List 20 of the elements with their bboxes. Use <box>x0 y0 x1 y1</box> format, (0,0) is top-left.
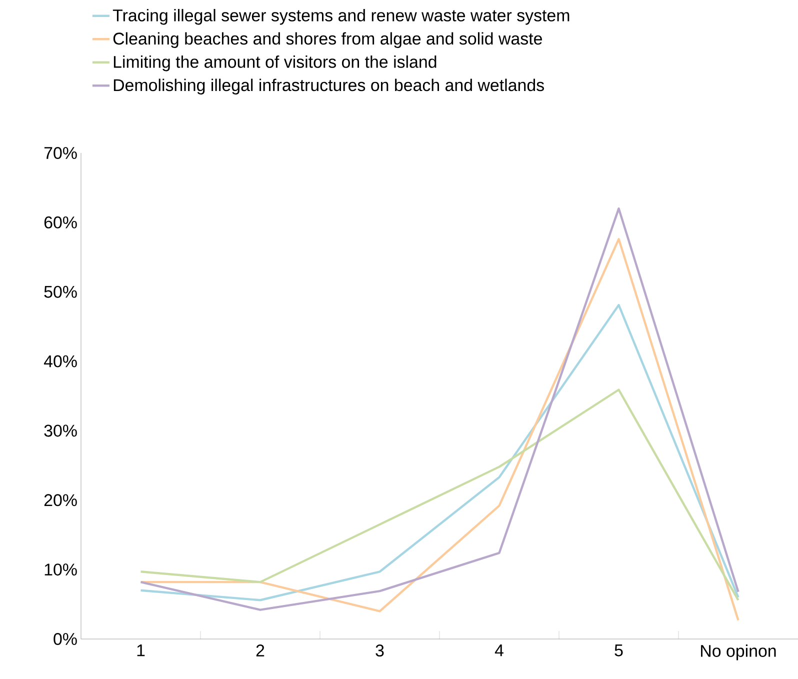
y-tick-label: 60% <box>44 216 77 228</box>
x-tick-label: 5 <box>614 644 623 656</box>
legend-label: Limiting the amount of visitors on the island <box>114 55 436 72</box>
line-series <box>140 304 740 602</box>
x-tick-label: 2 <box>256 644 264 656</box>
y-tick-label: 20% <box>44 494 77 506</box>
y-tick-label: 70% <box>44 147 77 159</box>
y-tick-label: 50% <box>44 286 77 298</box>
x-tick-label: 3 <box>376 644 384 657</box>
y-tick-label: 40% <box>44 355 77 368</box>
y-tick-label: 10% <box>44 564 77 576</box>
legend-label: Demolishing illegal infrastructures on beach and wetlands <box>114 78 544 94</box>
legend-label: Tracing illegal sewer systems and renew waste water system <box>112 8 570 25</box>
y-tick-label: 0% <box>54 633 77 645</box>
y-tick-label: 30% <box>44 424 77 437</box>
x-tick-label: 1 <box>137 644 145 656</box>
legend-label: Cleaning beaches and shores from algae and solid waste <box>113 32 542 48</box>
x-tick-label: No opinon <box>701 644 776 660</box>
x-tick-label: 4 <box>494 644 504 656</box>
line-series <box>140 388 740 602</box>
